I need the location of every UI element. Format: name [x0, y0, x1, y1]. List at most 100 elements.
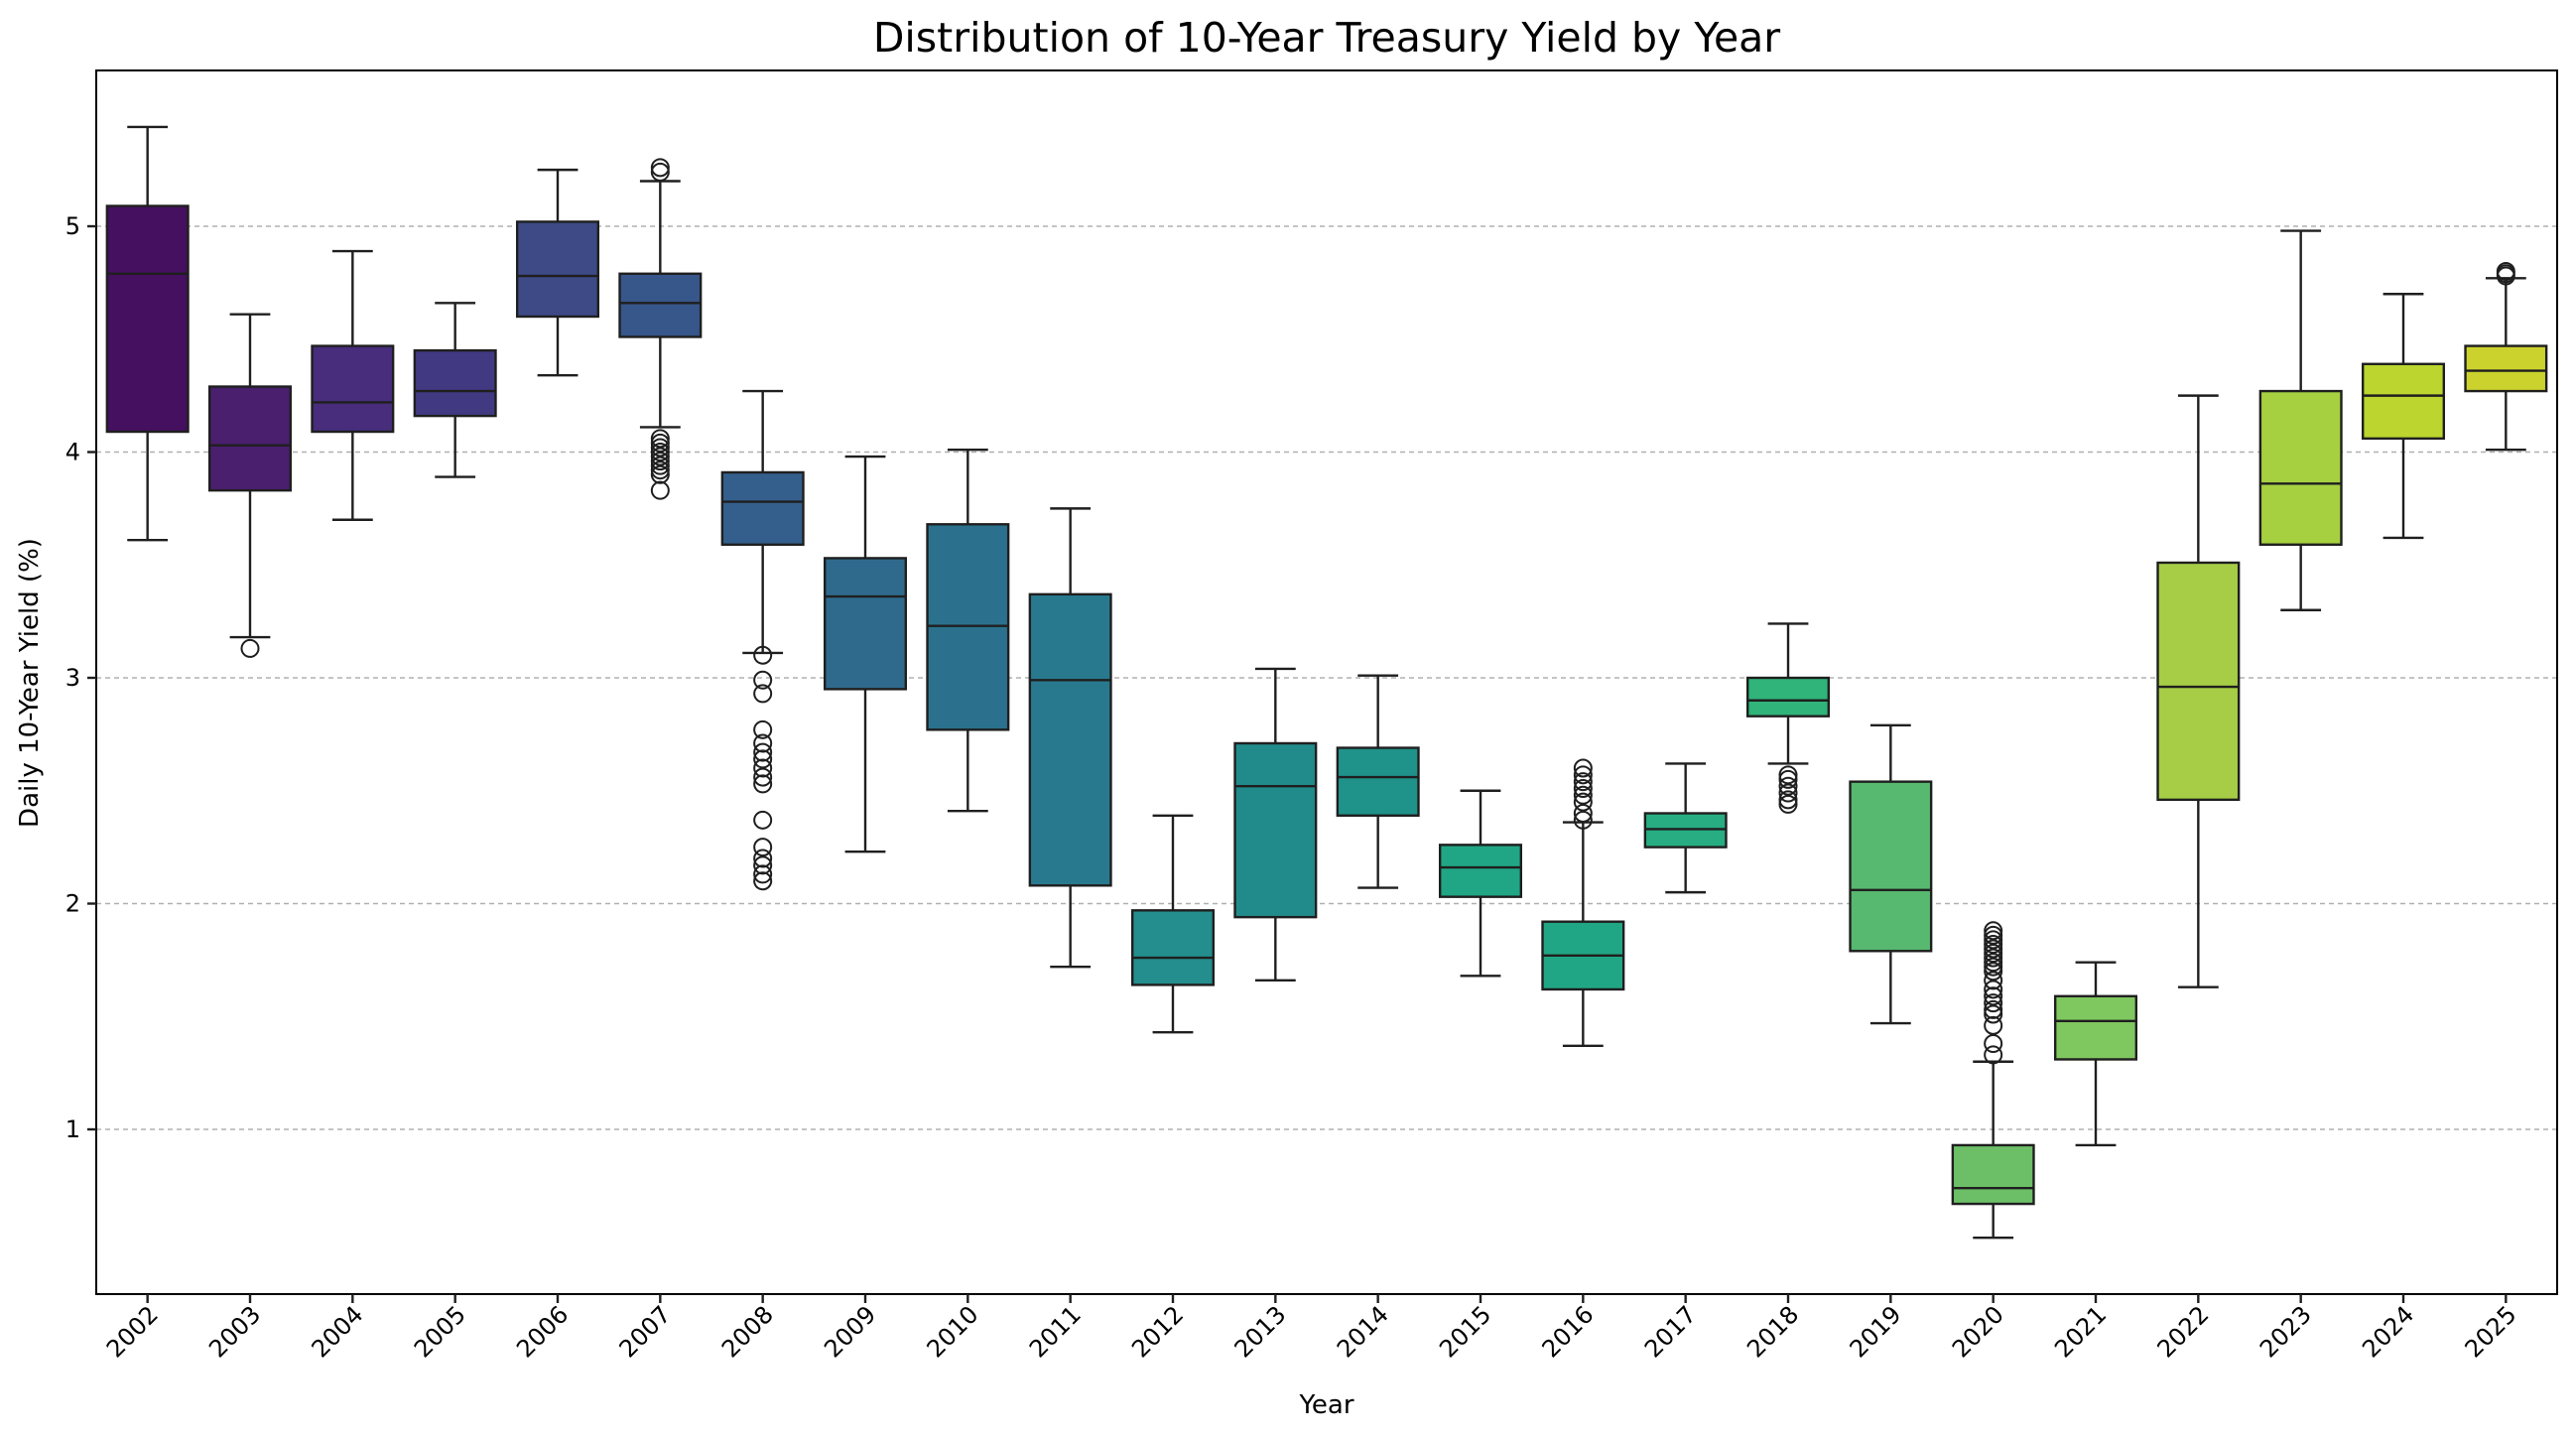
y-axis-label: Daily 10-Year Yield (%)	[15, 538, 45, 828]
iqr-box	[1028, 592, 1112, 887]
x-tick-label: 2024	[2357, 1300, 2419, 1363]
x-tick-label: 2008	[716, 1300, 779, 1363]
outlier-point	[650, 464, 670, 484]
box-2025	[2464, 262, 2548, 452]
plot-frame	[95, 69, 2558, 1295]
outlier-point	[650, 460, 670, 480]
x-axis-ticks: 2002 2003 2004 2005 2006 2007 2008 2009 2010 2011…	[101, 1294, 2522, 1363]
x-tick-label: 2004	[307, 1300, 369, 1363]
box-2007	[618, 158, 703, 500]
outlier-point	[1984, 957, 2003, 977]
y-tick-label: 4	[65, 439, 80, 466]
box-2012	[1130, 814, 1216, 1034]
outlier-point	[1984, 980, 2003, 999]
x-tick-label: 2009	[819, 1300, 881, 1363]
x-tick-label: 2015	[1434, 1300, 1496, 1363]
outlier-point	[1984, 1045, 2003, 1065]
box-2024	[2361, 293, 2446, 540]
box-2019	[1849, 723, 1933, 1025]
x-tick-label: 2007	[614, 1300, 677, 1363]
outlier-point	[1984, 1034, 2003, 1054]
x-tick-label: 2012	[1126, 1300, 1189, 1363]
outlier-point	[1984, 962, 2003, 982]
x-tick-label: 2006	[511, 1300, 574, 1363]
box-2013	[1233, 667, 1318, 982]
box-2010	[926, 449, 1010, 813]
iqr-box	[2053, 994, 2138, 1061]
outlier-point	[753, 749, 773, 769]
outlier-point	[650, 456, 670, 475]
outlier-point	[1778, 776, 1798, 796]
box-2011	[1028, 507, 1112, 969]
x-tick-label: 2014	[1332, 1300, 1394, 1363]
outlier-point	[753, 774, 773, 794]
outlier-point	[1778, 790, 1798, 810]
outlier-point	[1573, 778, 1593, 798]
box-2008	[720, 389, 805, 891]
outlier-point	[753, 670, 773, 690]
box-plots	[105, 125, 2548, 1240]
outlier-point	[1984, 986, 2003, 1006]
y-axis-ticks: 1 2 3 4 5	[65, 212, 96, 1143]
outlier-point	[1984, 993, 2003, 1013]
outlier-point	[753, 733, 773, 753]
x-tick-label: 2023	[2254, 1300, 2317, 1363]
iqr-box	[105, 204, 190, 434]
y-tick-label: 2	[65, 890, 80, 918]
iqr-box	[515, 220, 600, 319]
outlier-point	[650, 443, 670, 461]
outlier-point	[2496, 266, 2515, 286]
x-tick-label: 2018	[1741, 1300, 1804, 1363]
iqr-box	[1336, 746, 1420, 817]
box-2023	[2258, 229, 2343, 611]
outlier-point	[753, 810, 773, 830]
outlier-point	[1573, 785, 1593, 805]
outlier-point	[753, 758, 773, 778]
box-2003	[207, 313, 293, 658]
outlier-point	[1573, 758, 1593, 778]
x-tick-label: 2025	[2460, 1300, 2522, 1363]
box-2006	[515, 168, 600, 377]
outlier-point	[1778, 769, 1798, 789]
outlier-point	[1778, 794, 1798, 814]
x-tick-label: 2019	[1845, 1300, 1907, 1363]
box-2005	[413, 302, 497, 478]
x-tick-label: 2017	[1639, 1300, 1702, 1363]
outlier-point	[1984, 1015, 2003, 1035]
outlier-point	[650, 438, 670, 458]
outlier-point	[240, 638, 260, 658]
iqr-box	[413, 348, 497, 418]
box-2020	[1951, 921, 2035, 1240]
x-axis-label: Year	[1298, 1390, 1353, 1420]
iqr-box	[2361, 362, 2446, 441]
outlier-point	[1984, 925, 2003, 945]
box-2018	[1745, 622, 1831, 814]
outlier-point	[650, 447, 670, 466]
outlier-point	[1573, 772, 1593, 792]
outlier-point	[1984, 930, 2003, 950]
iqr-box	[1130, 909, 1216, 986]
outlier-point	[1573, 792, 1593, 812]
x-tick-label: 2013	[1229, 1300, 1292, 1363]
iqr-box	[1745, 676, 1831, 718]
outlier-point	[1984, 934, 2003, 954]
outlier-point	[1573, 765, 1593, 785]
x-tick-label: 2022	[2152, 1300, 2215, 1363]
chart-title: Distribution of 10-Year Treasury Yield b…	[873, 14, 1780, 62]
iqr-box	[1233, 741, 1318, 919]
box-2009	[823, 455, 908, 853]
outlier-point	[753, 684, 773, 704]
x-tick-label: 2005	[409, 1300, 471, 1363]
outlier-point	[753, 849, 773, 868]
y-tick-label: 5	[65, 212, 80, 240]
outlier-point	[1573, 810, 1593, 830]
outlier-point	[1778, 783, 1798, 803]
x-tick-label: 2011	[1024, 1300, 1087, 1363]
outlier-point	[650, 433, 670, 453]
outlier-point	[753, 720, 773, 739]
x-tick-label: 2002	[101, 1300, 164, 1363]
box-2016	[1541, 758, 1625, 1048]
outlier-point	[1984, 1004, 2003, 1024]
iqr-box	[1849, 780, 1933, 953]
x-tick-label: 2020	[1947, 1300, 2009, 1363]
